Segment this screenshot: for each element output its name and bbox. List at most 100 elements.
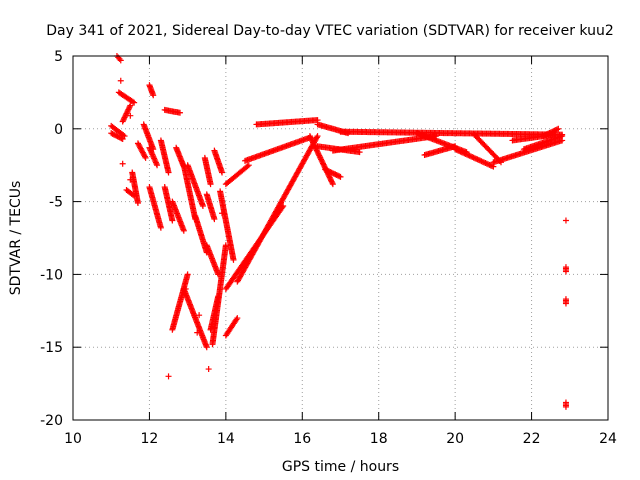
data-point xyxy=(126,103,133,110)
data-point xyxy=(184,271,191,278)
plot-frame xyxy=(72,55,609,421)
data-point xyxy=(121,133,128,140)
data-point xyxy=(244,163,251,170)
data-point xyxy=(122,111,129,118)
data-point xyxy=(141,153,148,160)
x-tick-label: 20 xyxy=(446,431,464,447)
data-point xyxy=(485,161,492,168)
data-point xyxy=(180,227,187,234)
data-point xyxy=(129,98,136,105)
data-point xyxy=(205,366,212,373)
data-point xyxy=(150,92,157,99)
data-point xyxy=(117,57,124,64)
chart-title: Day 341 of 2021, Sidereal Day-to-day VTE… xyxy=(46,23,614,39)
data-point xyxy=(182,285,189,292)
data-point xyxy=(127,102,134,109)
data-point xyxy=(124,107,131,114)
data-point xyxy=(211,216,218,223)
grid-lines xyxy=(73,56,608,420)
data-point xyxy=(489,163,496,170)
data-point xyxy=(233,316,240,323)
data-point xyxy=(458,149,465,156)
data-point xyxy=(245,162,252,169)
y-tick-label: -10 xyxy=(40,267,63,283)
data-point xyxy=(219,210,226,217)
data-point xyxy=(337,173,344,180)
data-point xyxy=(165,169,172,176)
data-point xyxy=(119,118,126,125)
data-point xyxy=(131,99,138,106)
data-point xyxy=(464,151,471,158)
data-point xyxy=(127,112,134,119)
data-point xyxy=(487,162,494,169)
data-point xyxy=(453,146,460,153)
data-point xyxy=(314,133,321,140)
x-tick-label: 12 xyxy=(141,431,159,447)
data-point xyxy=(134,200,141,207)
data-point xyxy=(462,151,469,158)
data-point xyxy=(157,224,164,231)
data-point xyxy=(481,159,488,166)
data-point xyxy=(123,110,130,117)
data-point xyxy=(478,158,485,165)
data-point xyxy=(466,152,473,159)
data-point xyxy=(356,149,363,156)
data-points xyxy=(108,53,569,410)
data-point xyxy=(479,158,486,165)
data-point xyxy=(154,162,161,169)
data-point xyxy=(138,146,145,153)
data-point xyxy=(562,268,569,275)
data-point xyxy=(562,403,569,410)
data-point xyxy=(469,154,476,161)
data-point xyxy=(454,147,461,154)
data-point xyxy=(555,125,562,132)
data-point xyxy=(139,148,146,155)
data-point xyxy=(121,114,128,121)
data-point xyxy=(119,160,126,167)
x-tick-label: 18 xyxy=(370,431,388,447)
data-point xyxy=(127,176,134,183)
data-point xyxy=(471,155,478,162)
data-point xyxy=(234,315,241,322)
data-point xyxy=(313,134,320,141)
data-point xyxy=(562,300,569,307)
data-point xyxy=(470,154,477,161)
data-point xyxy=(554,126,561,133)
x-tick-label: 14 xyxy=(217,431,235,447)
x-axis-label: GPS time / hours xyxy=(282,459,399,475)
data-point xyxy=(329,181,336,188)
data-point xyxy=(199,202,206,209)
data-point xyxy=(140,150,147,157)
data-point xyxy=(120,132,127,139)
data-point xyxy=(137,145,144,152)
data-point xyxy=(329,179,336,186)
data-point xyxy=(117,77,124,84)
data-point xyxy=(134,140,141,147)
data-point xyxy=(336,173,343,180)
y-tick-label: -5 xyxy=(49,195,63,211)
data-point xyxy=(141,152,148,159)
data-point xyxy=(461,150,468,157)
data-point xyxy=(473,155,480,162)
data-point xyxy=(169,217,176,224)
x-tick-label: 10 xyxy=(64,431,82,447)
data-point xyxy=(482,160,489,167)
data-point xyxy=(486,161,493,168)
x-tick-label: 24 xyxy=(599,431,617,447)
data-point xyxy=(562,217,569,224)
x-tick-label: 22 xyxy=(523,431,541,447)
y-tick-label: -20 xyxy=(40,413,63,429)
data-point xyxy=(467,153,474,160)
data-point xyxy=(559,133,566,140)
data-point xyxy=(135,141,142,148)
data-point xyxy=(122,113,129,120)
y-tick-label: 0 xyxy=(54,122,63,138)
y-tick-label: 5 xyxy=(54,49,63,65)
data-point xyxy=(194,329,201,336)
data-point xyxy=(207,181,214,188)
data-point xyxy=(136,143,143,150)
data-point xyxy=(126,105,133,112)
data-point xyxy=(120,115,127,122)
data-point xyxy=(120,117,127,124)
